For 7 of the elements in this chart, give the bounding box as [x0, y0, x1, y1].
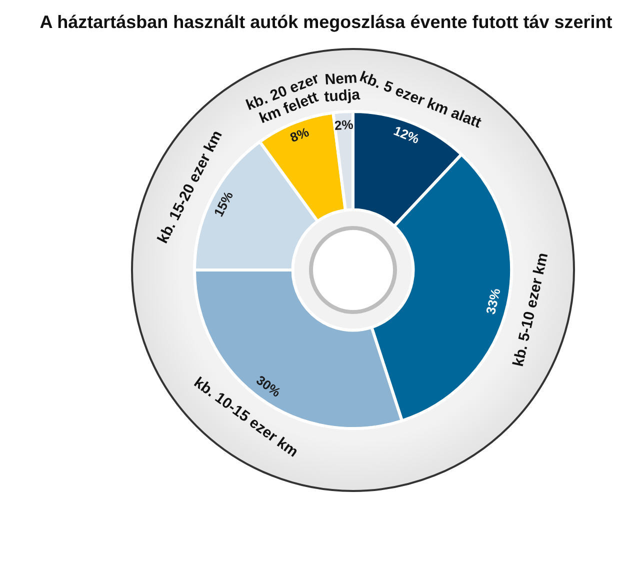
data-label: 15%: [210, 188, 236, 219]
data-label: 2%: [334, 116, 354, 133]
data-label: 33%: [482, 286, 504, 316]
data-label: 30%: [254, 372, 284, 400]
slice-label: kb. 5-10 ezer km: [510, 251, 552, 368]
chart-title: A háztartásban használt autók megoszlása évente futott táv szerint: [38, 11, 614, 33]
data-label: 12%: [392, 123, 422, 147]
